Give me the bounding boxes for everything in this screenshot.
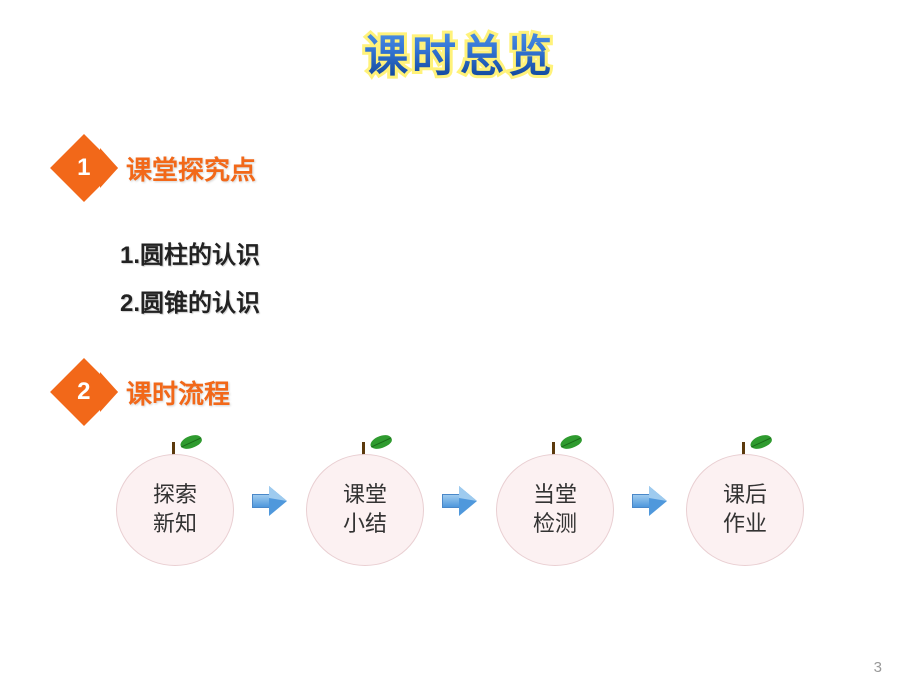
arrow-icon xyxy=(442,486,478,516)
leaf-icon xyxy=(369,432,394,452)
arrow-icon xyxy=(632,486,668,516)
content-list: 1.圆柱的认识 2.圆锥的认识 xyxy=(120,232,920,328)
flow-node-label: 课后作业 xyxy=(723,481,767,538)
section-label-1: 课堂探究点 xyxy=(126,150,256,187)
section-header-1: 1 课堂探究点 xyxy=(60,144,920,192)
arrow-icon xyxy=(252,486,288,516)
diamond-badge-1: 1 xyxy=(50,134,118,202)
flow-node-label: 当堂检测 xyxy=(533,481,577,538)
diamond-badge-2: 2 xyxy=(50,358,118,426)
page-number: 3 xyxy=(874,659,882,676)
diamond-number-1: 1 xyxy=(77,154,90,182)
list-item: 1.圆柱的认识 xyxy=(120,232,920,280)
diamond-number-2: 2 xyxy=(77,378,90,406)
leaf-icon xyxy=(749,432,774,452)
section-label-2: 课时流程 xyxy=(126,374,230,411)
flow-node-label: 探索新知 xyxy=(153,481,197,538)
flow-node: 课堂小结 xyxy=(300,436,430,566)
flow-node: 当堂检测 xyxy=(490,436,620,566)
leaf-icon xyxy=(559,432,584,452)
main-title: 课时总览 xyxy=(0,0,920,84)
flow-node: 课后作业 xyxy=(680,436,810,566)
flow-row: 探索新知 课堂小结 当堂检测 课后作业 xyxy=(0,436,920,566)
leaf-icon xyxy=(179,432,204,452)
main-title-text: 课时总览 xyxy=(364,20,556,84)
flow-node: 探索新知 xyxy=(110,436,240,566)
flow-node-label: 课堂小结 xyxy=(343,481,387,538)
list-item: 2.圆锥的认识 xyxy=(120,280,920,328)
section-header-2: 2 课时流程 xyxy=(60,368,920,416)
